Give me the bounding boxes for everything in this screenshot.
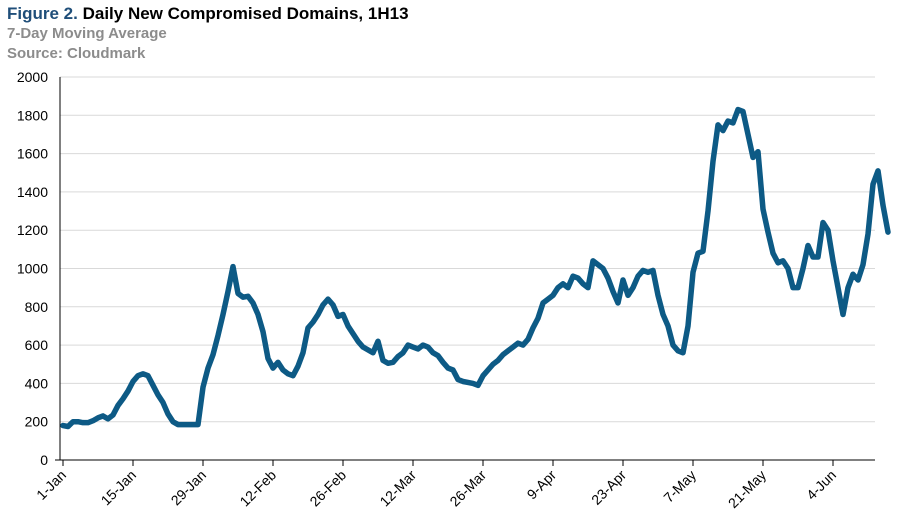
x-tick-label: 23-Apr — [588, 467, 629, 508]
y-tick-label: 1200 — [17, 222, 48, 238]
y-tick-label: 600 — [25, 337, 49, 353]
chart-source: Source: Cloudmark — [7, 45, 146, 62]
chart-title-line: Figure 2. Daily New Compromised Domains,… — [7, 4, 409, 24]
x-tick-label: 1-Jan — [33, 467, 69, 503]
y-tick-label: 1400 — [17, 184, 48, 200]
y-tick-label: 1800 — [17, 107, 48, 123]
chart-subtitle: 7-Day Moving Average — [7, 25, 167, 42]
x-tick-label: 12-Mar — [376, 467, 419, 510]
y-tick-label: 800 — [25, 299, 49, 315]
y-tick-label: 1600 — [17, 146, 48, 162]
x-tick-label: 9-Apr — [524, 467, 560, 503]
figure-label: Figure 2. — [7, 4, 78, 23]
y-tick-label: 1000 — [17, 261, 48, 277]
x-tick-label: 26-Feb — [306, 467, 349, 510]
y-tick-label: 400 — [25, 375, 49, 391]
x-tick-label: 15-Jan — [98, 467, 140, 509]
y-tick-label: 0 — [40, 452, 48, 468]
y-tick-label: 200 — [25, 414, 49, 430]
x-tick-label: 21-May — [725, 467, 769, 511]
series-line — [60, 106, 891, 430]
x-tick-label: 4-Jun — [803, 467, 839, 503]
x-tick-label: 12-Feb — [236, 467, 279, 510]
x-tick-label: 26-Mar — [446, 467, 489, 510]
chart-header: Figure 2. Daily New Compromised Domains,… — [7, 4, 409, 64]
chart-title: Daily New Compromised Domains, 1H13 — [82, 4, 409, 23]
x-tick-label: 7-May — [660, 467, 699, 506]
x-tick-label: 29-Jan — [168, 467, 210, 509]
y-tick-label: 2000 — [17, 69, 48, 85]
